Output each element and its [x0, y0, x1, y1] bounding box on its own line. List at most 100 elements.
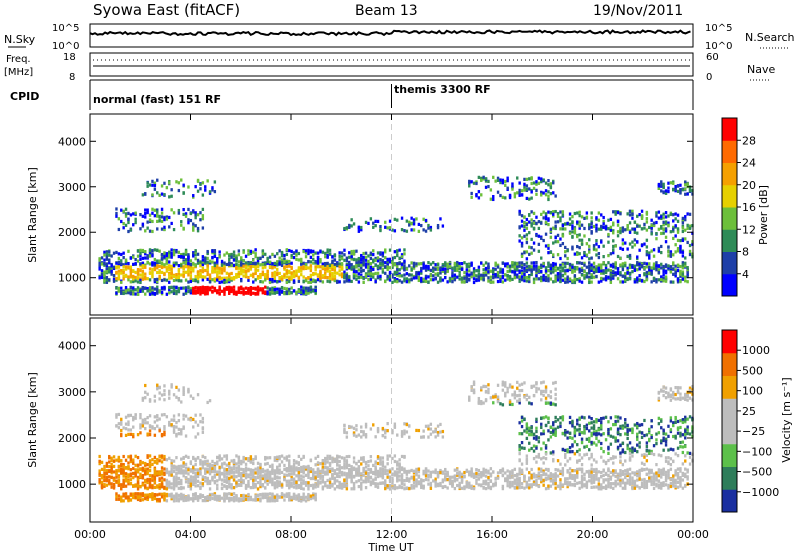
scatter-cell — [506, 274, 509, 278]
scatter-cell — [139, 227, 142, 231]
scatter-cell — [180, 481, 183, 485]
scatter-cell — [175, 434, 178, 438]
scatter-cell — [588, 271, 591, 275]
scatter-cell — [165, 487, 169, 491]
scatter-cell — [244, 476, 248, 480]
scatter-cell — [230, 483, 233, 487]
scatter-cell — [247, 492, 250, 497]
scatter-cell — [122, 209, 125, 213]
scatter-cell — [384, 256, 387, 260]
scatter-cell — [168, 480, 171, 484]
scatter-cell — [583, 269, 586, 274]
scatter-cell — [300, 262, 303, 266]
scatter-cell — [288, 275, 291, 279]
scatter-cell — [273, 270, 277, 274]
scatter-cell — [199, 218, 202, 222]
scatter-cell — [542, 191, 545, 195]
scatter-cell — [292, 255, 296, 260]
scatter-cell — [568, 222, 572, 227]
scatter-cell — [182, 389, 185, 393]
scatter-cell — [194, 476, 197, 480]
scatter-cell — [232, 258, 236, 262]
scatter-cell — [144, 461, 147, 466]
scatter-cell — [192, 252, 195, 256]
scatter-cell — [624, 228, 627, 232]
scatter-cell — [211, 255, 214, 260]
scatter-cell — [304, 286, 308, 290]
scatter-cell — [520, 271, 524, 275]
scatter-cell — [189, 270, 193, 274]
scatter-cell — [547, 243, 550, 248]
scatter-cell — [141, 277, 145, 281]
scatter-cell — [144, 277, 147, 281]
scatter-cell — [208, 259, 212, 263]
scatter-cell — [290, 291, 293, 295]
scatter-cell — [177, 493, 181, 497]
scatter-cell — [153, 181, 157, 185]
scatter-cell — [244, 291, 248, 295]
scatter-cell — [216, 472, 219, 476]
scatter-cell — [153, 257, 157, 262]
scatter-cell — [244, 275, 248, 279]
scatter-cell — [352, 222, 356, 226]
scatter-cell — [124, 212, 128, 216]
y-tick-label: 4000 — [58, 135, 86, 148]
scatter-cell — [182, 470, 185, 475]
scatter-cell — [192, 269, 195, 273]
scatter-cell — [132, 287, 135, 292]
scatter-cell — [660, 277, 663, 282]
scatter-cell — [537, 267, 541, 271]
scatter-cell — [350, 257, 353, 261]
scatter-cell — [674, 264, 677, 268]
scatter-cell — [554, 276, 557, 280]
scatter-cell — [194, 420, 197, 424]
scatter-cell — [103, 261, 106, 266]
scatter-cell — [208, 479, 212, 483]
scatter-cell — [626, 254, 629, 259]
scatter-cell — [216, 496, 219, 500]
scatter-cell — [285, 455, 289, 459]
scatter-cell — [148, 278, 152, 282]
scatter-cell — [278, 249, 281, 253]
scatter-cell — [576, 277, 579, 282]
scatter-cell — [228, 485, 231, 489]
scatter-cell — [403, 273, 406, 277]
scatter-cell — [244, 466, 248, 470]
scatter-cell — [468, 273, 471, 277]
scatter-cell — [288, 287, 291, 291]
scatter-cell — [148, 249, 152, 253]
scatter-cell — [103, 471, 106, 475]
scatter-cell — [396, 267, 399, 272]
scatter-cell — [206, 267, 209, 271]
scatter-cell — [672, 225, 675, 229]
scatter-cell — [554, 265, 557, 269]
scatter-cell — [148, 473, 152, 478]
scatter-cell — [381, 251, 385, 255]
scatter-cell — [340, 267, 344, 271]
scatter-cell — [537, 242, 541, 246]
scatter-cell — [537, 234, 541, 238]
scatter-cell — [120, 290, 123, 294]
scatter-cell — [249, 287, 253, 291]
scatter-cell — [369, 270, 373, 274]
scatter-cell — [134, 416, 137, 420]
scatter-cell — [355, 274, 358, 278]
scatter-cell — [523, 188, 526, 192]
scatter-cell — [175, 273, 178, 277]
scatter-cell — [501, 178, 505, 182]
scatter-cell — [187, 417, 190, 421]
scatter-cell — [170, 467, 173, 471]
scatter-cell — [180, 264, 183, 268]
scatter-cell — [172, 469, 176, 474]
scatter-cell — [420, 223, 423, 228]
scatter-cell — [523, 269, 526, 273]
scatter-cell — [513, 265, 517, 269]
scatter-cell — [571, 279, 574, 283]
scatter-cell — [492, 273, 495, 278]
scatter-cell — [144, 469, 147, 473]
scatter-cell — [132, 279, 135, 284]
scatter-cell — [271, 499, 274, 503]
scatter-cell — [266, 461, 269, 466]
scatter-cell — [122, 465, 125, 469]
scatter-cell — [544, 266, 548, 270]
